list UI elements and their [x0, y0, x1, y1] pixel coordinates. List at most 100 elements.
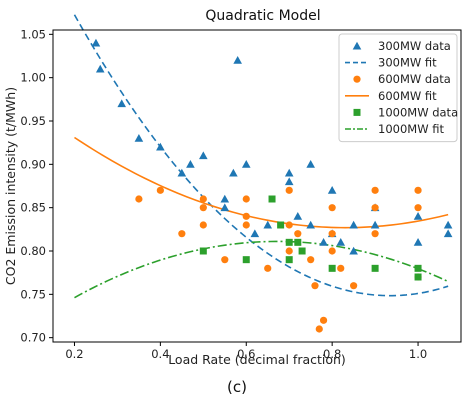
plot-frame: [52, 29, 462, 343]
s1000-data-point: [285, 256, 293, 264]
legend-label: 600MW data: [378, 72, 451, 86]
y-tick-label: 1.05: [20, 27, 46, 41]
s600-fit-line: [74, 136, 449, 229]
x-tick-label: 1.0: [409, 347, 427, 361]
s300-data-point: [336, 238, 346, 246]
x-axis-label: Load Rate (decimal fraction): [168, 352, 346, 367]
s600-data-point: [414, 204, 422, 212]
s600-data-point: [285, 186, 293, 194]
s300-data-point: [443, 220, 453, 229]
s300-data-point: [220, 194, 230, 203]
s600-data-point: [135, 195, 143, 203]
s300-data-point: [443, 229, 453, 238]
figure-caption: (c): [227, 378, 247, 396]
fit-lines: [73, 14, 449, 299]
s1000-data-point: [268, 195, 276, 203]
s600-data-point: [319, 316, 328, 324]
s1000-data-point: [285, 238, 293, 246]
s300-data-point: [413, 212, 423, 220]
legend-label: 300MW data: [378, 39, 451, 53]
s300-data-point: [306, 220, 315, 229]
s300-data-point: [220, 203, 230, 212]
s600-data-point: [199, 221, 207, 229]
s600-data-point: [294, 230, 302, 238]
x-tick-label: 0.6: [237, 347, 255, 361]
s300-data-point: [229, 168, 238, 177]
legend-box: [338, 33, 458, 143]
x-tick-label: 0.8: [323, 347, 341, 361]
s1000-data-point: [414, 264, 422, 272]
s600-data-point: [178, 230, 186, 238]
s1000-data-point: [294, 238, 302, 246]
x-tick-label: 0.4: [151, 347, 169, 361]
s600-data-point: [371, 186, 379, 194]
s1000-data-point: [199, 247, 207, 255]
s600-data-point: [199, 195, 207, 203]
chart-title: Quadratic Model: [205, 8, 320, 24]
s600-data-point: [328, 204, 336, 212]
s300-data-point: [306, 160, 315, 168]
legend-label: 600MW fit: [378, 89, 437, 103]
legend-label: 300MW fit: [378, 56, 437, 70]
s600-data-point: [156, 186, 164, 194]
legend-label: 1000MW fit: [378, 122, 444, 136]
y-tick-label: 0.90: [20, 157, 46, 171]
s300-data-point: [91, 38, 101, 47]
x-tick-label: 0.2: [65, 347, 83, 361]
y-tick-label: 0.70: [20, 331, 46, 345]
s600-data-point: [199, 204, 207, 212]
legend-marker: [353, 108, 361, 116]
y-axis-ticks: 0.70 0.75 0.80 0.85 0.90 0.95 1.00 1.05: [20, 27, 53, 345]
s300-data-point: [413, 238, 423, 246]
s1000-data-point: [414, 273, 422, 281]
s300-data-point: [327, 186, 337, 194]
legend-marker: [353, 75, 361, 83]
s300-data-point: [241, 160, 251, 168]
s1000-data-point: [242, 256, 250, 264]
y-tick-label: 0.95: [20, 114, 46, 128]
s600-data-point: [221, 256, 229, 264]
s600-data-point: [328, 247, 336, 255]
y-tick-label: 0.85: [20, 201, 46, 215]
s600-data-point: [414, 186, 422, 194]
s300-data-point: [284, 168, 294, 177]
s1000-data-point: [328, 264, 336, 272]
s600-data-point: [307, 256, 315, 264]
legend-label: 1000MW data: [378, 105, 458, 119]
s600-data-point: [337, 264, 345, 272]
s300-fit-line: [73, 14, 449, 297]
s300-data-point: [95, 64, 105, 73]
s300-data-point: [134, 134, 144, 142]
s600-data-point: [242, 221, 250, 229]
s600-data-point: [285, 247, 293, 255]
s1000-data-point: [277, 221, 285, 229]
x-axis-ticks: 0.2 0.4 0.6 0.8 1.0: [65, 342, 427, 361]
s300-data-point: [199, 151, 208, 160]
s300-data-point: [319, 238, 328, 246]
s300-data-point: [284, 177, 294, 186]
s300-data-point: [156, 142, 165, 151]
legend: 300MW data 300MW fit 600MW data 600MW fit 10…: [338, 33, 458, 143]
s600-data-point: [350, 282, 358, 290]
s1000-data-point: [371, 264, 379, 272]
data-points: [91, 38, 453, 333]
s300-data-point: [233, 56, 242, 64]
s600-data-point: [242, 195, 250, 203]
s300-data-point: [117, 99, 127, 108]
s300-data-point: [293, 212, 303, 220]
y-tick-label: 0.80: [20, 244, 46, 258]
s600-data-point: [328, 230, 336, 238]
y-tick-label: 0.75: [20, 287, 46, 301]
s600-data-point: [371, 230, 379, 238]
s300-data-point: [349, 246, 358, 255]
legend-marker: [352, 41, 362, 50]
s300-data-point: [177, 168, 187, 177]
y-axis-label: CO2 Emission intensity (t/MWh): [3, 87, 18, 285]
s600-data-point: [371, 204, 379, 212]
s1000-fit-line: [74, 240, 449, 299]
s600-data-point: [315, 325, 323, 333]
s300-data-point: [370, 220, 380, 229]
s300-data-point: [263, 220, 273, 229]
